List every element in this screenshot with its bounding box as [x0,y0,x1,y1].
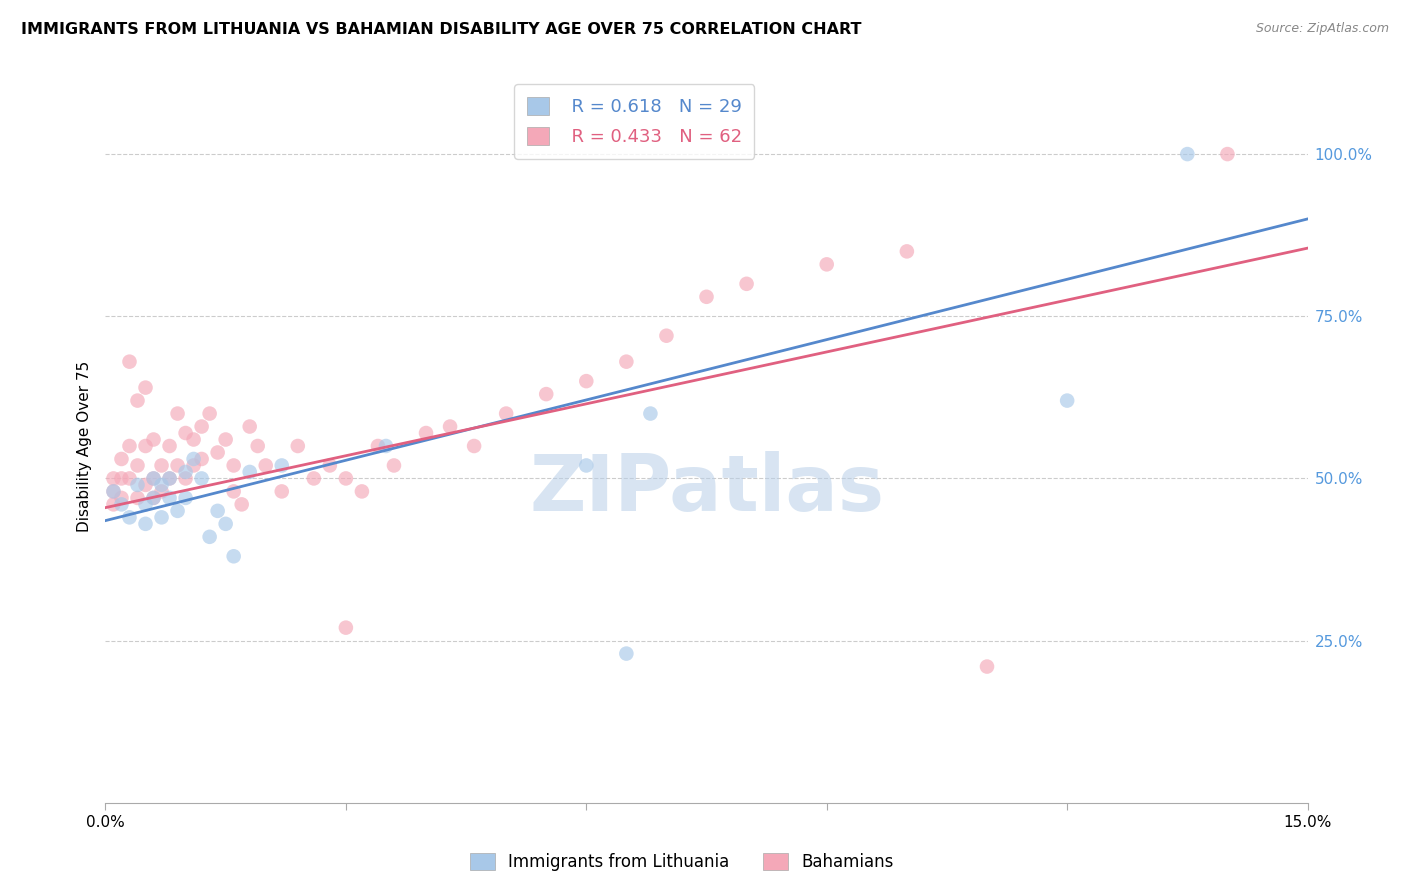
Point [239,465,262,479]
Point [254,458,277,473]
Point [270,458,292,473]
Point [174,465,197,479]
Point [118,471,141,485]
Text: Source: ZipAtlas.com: Source: ZipAtlas.com [1256,22,1389,36]
Point [183,452,205,467]
Point [118,510,141,524]
Point [374,439,398,453]
Legend: Immigrants from Lithuania, Bahamians: Immigrants from Lithuania, Bahamians [461,845,903,880]
Point [159,471,181,485]
Point [159,439,181,453]
Point [159,491,181,505]
Point [534,387,557,401]
Point [239,419,262,434]
Y-axis label: Disability Age Over 75: Disability Age Over 75 [76,360,91,532]
Legend:   R = 0.618   N = 29,   R = 0.433   N = 62: R = 0.618 N = 29, R = 0.433 N = 62 [515,84,755,159]
Point [335,621,357,635]
Point [616,647,638,661]
Point [166,407,188,421]
Point [103,497,125,511]
Point [198,530,221,544]
Point [150,458,173,473]
Point [222,458,245,473]
Point [896,244,918,259]
Point [815,257,838,271]
Point [118,439,141,453]
Point [190,419,212,434]
Point [174,471,197,485]
Point [174,491,197,505]
Point [302,471,325,485]
Point [696,290,718,304]
Point [142,491,165,505]
Point [1177,147,1199,161]
Point [616,354,638,368]
Point [142,471,165,485]
Point [207,445,229,459]
Point [287,439,309,453]
Point [110,471,132,485]
Point [415,425,437,440]
Point [190,452,212,467]
Point [110,497,132,511]
Text: ZIPatlas: ZIPatlas [529,450,884,527]
Point [135,439,157,453]
Point [190,471,212,485]
Point [655,328,678,343]
Point [214,516,236,531]
Point [166,504,188,518]
Point [150,510,173,524]
Point [183,458,205,473]
Point [142,471,165,485]
Point [1056,393,1078,408]
Point [335,471,357,485]
Point [150,478,173,492]
Point [142,433,165,447]
Point [222,549,245,564]
Point [246,439,269,453]
Point [350,484,373,499]
Point [495,407,517,421]
Point [319,458,342,473]
Point [166,458,188,473]
Point [127,393,149,408]
Point [127,491,149,505]
Point [135,516,157,531]
Point [174,425,197,440]
Point [135,381,157,395]
Point [127,458,149,473]
Point [640,407,662,421]
Point [222,484,245,499]
Point [976,659,998,673]
Point [735,277,758,291]
Point [110,491,132,505]
Point [103,471,125,485]
Point [127,478,149,492]
Point [231,497,253,511]
Point [439,419,461,434]
Point [214,433,236,447]
Point [150,484,173,499]
Point [382,458,405,473]
Point [575,458,598,473]
Point [103,484,125,499]
Text: IMMIGRANTS FROM LITHUANIA VS BAHAMIAN DISABILITY AGE OVER 75 CORRELATION CHART: IMMIGRANTS FROM LITHUANIA VS BAHAMIAN DI… [21,22,862,37]
Point [367,439,389,453]
Point [207,504,229,518]
Point [183,433,205,447]
Point [198,407,221,421]
Point [135,478,157,492]
Point [110,452,132,467]
Point [1216,147,1239,161]
Point [135,497,157,511]
Point [142,491,165,505]
Point [575,374,598,388]
Point [103,484,125,499]
Point [463,439,485,453]
Point [159,471,181,485]
Point [118,354,141,368]
Point [270,484,292,499]
